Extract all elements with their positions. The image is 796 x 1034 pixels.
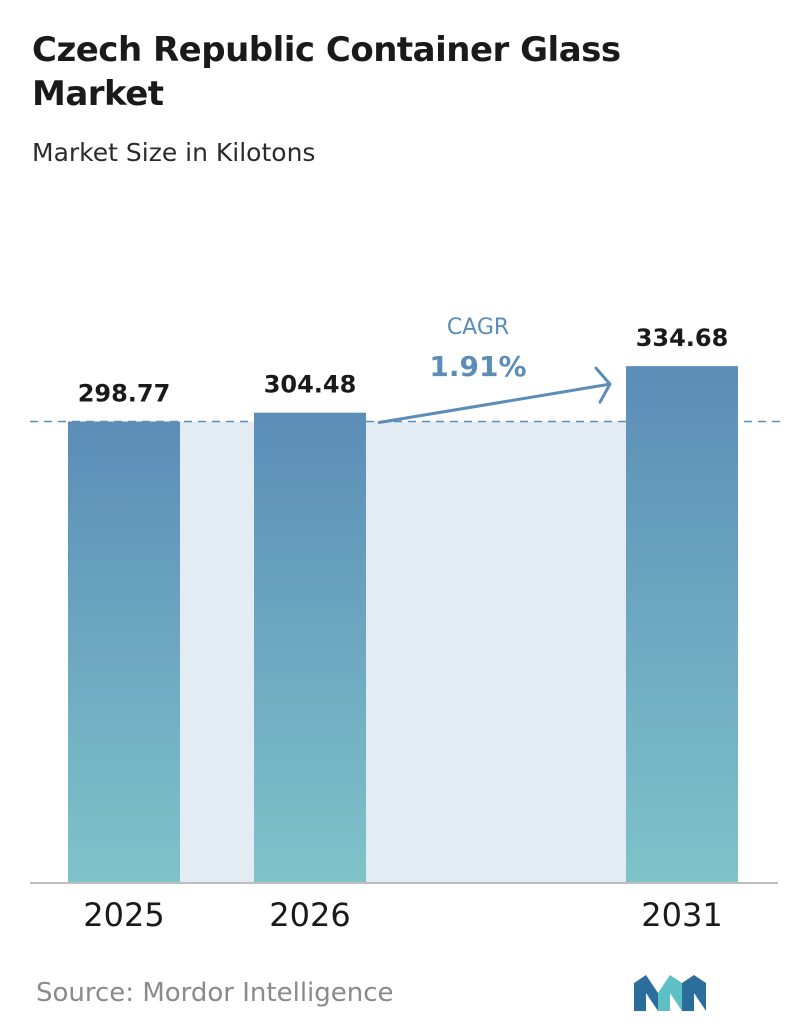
background-band (366, 421, 626, 882)
cagr-label: CAGR (447, 315, 509, 340)
value-labels-group: 298.77 304.48 334.68 (78, 324, 729, 407)
mordor-intelligence-logo (634, 975, 706, 1011)
chart-title: Czech Republic Container Glass Market (32, 30, 621, 114)
category-label-2026: 2026 (269, 896, 350, 934)
cagr-value: 1.91% (429, 350, 526, 383)
cagr-arrow-line (377, 382, 611, 425)
chart-subtitle: Market Size in Kilotons (32, 138, 316, 167)
bar-2031 (626, 366, 738, 882)
bars-group (68, 366, 738, 882)
cagr-arrow-head (594, 366, 612, 404)
cagr-annotation: CAGR 1.91% (377, 315, 612, 425)
source-text: Source: Mordor Intelligence (36, 978, 394, 1008)
value-label-2031: 334.68 (636, 324, 729, 352)
logo-shape-right (682, 975, 706, 1011)
background-bands (180, 421, 626, 882)
category-labels-group: 2025 2026 2031 (83, 896, 722, 934)
background-band (180, 421, 254, 882)
bar-2025 (68, 421, 180, 882)
value-label-2026: 304.48 (264, 371, 357, 399)
category-label-2025: 2025 (83, 896, 164, 934)
logo-shape-middle (658, 975, 682, 1011)
bar-chart: 298.77 304.48 334.68 2025 2026 2031 CAGR 1.9… (30, 315, 780, 934)
bar-2026 (254, 412, 366, 882)
category-label-2031: 2031 (641, 896, 722, 934)
logo-shape-left (634, 975, 658, 1011)
value-label-2025: 298.77 (78, 380, 171, 408)
